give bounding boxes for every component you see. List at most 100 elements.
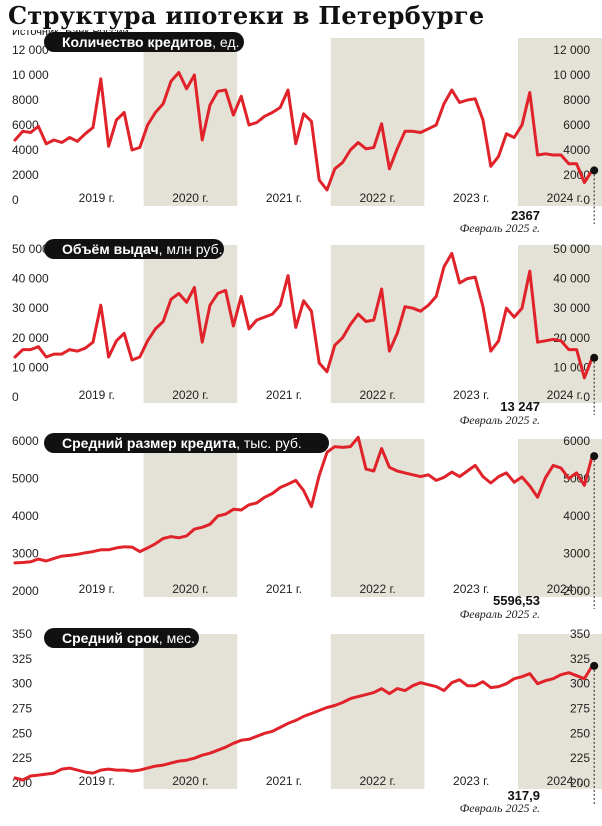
year-band [330,439,425,597]
y-tick-label-left: 325 [12,652,32,666]
last-value-label: 2367 [511,208,540,223]
x-year-label: 2024 г. [547,388,583,402]
y-tick-label-right: 200 [570,776,590,790]
y-tick-label-right: 8000 [563,93,590,107]
year-band [143,439,238,597]
x-year-label: 2022 г. [359,388,395,402]
chart-title: Средний срок, мес. [62,630,195,646]
y-tick-label-left: 6000 [12,118,39,132]
chart-title-pill: Средний срок, мес. [44,628,199,648]
series-line [13,435,594,565]
year-band [330,38,425,206]
y-tick-label-left: 2000 [12,168,39,182]
last-date-label: Февраль 2025 г. [460,221,540,235]
y-tick-label-left: 20 000 [12,331,49,345]
series-line [13,664,594,782]
y-tick-label-right: 250 [570,726,590,740]
x-year-label: 2021 г. [266,582,302,596]
y-tick-label-right: 225 [570,751,590,765]
x-year-label: 2021 г. [266,388,302,402]
x-year-label: 2022 г. [359,582,395,596]
y-tick-label-right: 30 000 [553,301,590,315]
y-tick-label-left: 0 [12,390,19,404]
x-year-label: 2021 г. [266,774,302,788]
y-tick-label-left: 250 [12,726,32,740]
y-tick-label-right: 4000 [563,509,590,523]
y-tick-label-right: 275 [570,702,590,716]
chart-title: Объём выдач, млн руб. [62,241,223,257]
chart-title-pill: Объём выдач, млн руб. [44,239,224,259]
y-tick-label-left: 10 000 [12,360,49,374]
chart-title-text: Средний срок [62,630,160,646]
y-tick-label-left: 2000 [12,584,39,598]
chart-title: Количество кредитов, ед. [62,34,239,50]
y-tick-label-left: 50 000 [12,242,49,256]
y-tick-label-left: 12 000 [12,43,49,57]
chart-loan-volume: 0 0 10 000 10 000 20 000 20 000 30 000 30 000 40… [12,239,602,427]
x-year-label: 2024 г. [547,191,583,205]
pill-background [44,628,199,648]
y-tick-label-left: 5000 [12,472,39,486]
x-year-label: 2020 г. [172,774,208,788]
chart-title-text: Средний размер кредита [62,435,236,451]
y-tick-label-right: 40 000 [553,272,590,286]
x-year-label: 2024 г. [547,774,583,788]
last-value-label: 13 247 [500,399,540,414]
y-tick-label-left: 8000 [12,93,39,107]
x-year-label: 2020 г. [172,191,208,205]
x-year-label: 2022 г. [359,774,395,788]
last-value-marker [590,452,599,461]
y-tick-label-right: 3000 [563,547,590,561]
y-tick-label-left: 40 000 [12,272,49,286]
x-year-label: 2019 г. [79,774,115,788]
y-tick-label-left: 6000 [12,434,39,448]
x-year-label: 2019 г. [79,582,115,596]
y-tick-label-right: 4000 [563,143,590,157]
x-year-label: 2022 г. [359,191,395,205]
chart-title: Средний размер кредита, тыс. руб. [62,435,302,451]
y-tick-label-left: 300 [12,677,32,691]
x-year-label: 2023 г. [453,388,489,402]
chart-title-pill: Количество кредитов, ед. [44,32,244,52]
x-year-label: 2019 г. [79,388,115,402]
y-tick-label-left: 4000 [12,143,39,157]
y-tick-label-right: 20 000 [553,331,590,345]
y-tick-label-left: 30 000 [12,301,49,315]
y-tick-label-left: 275 [12,702,32,716]
chart-unit-text: , мес. [159,630,195,646]
last-value-marker [590,661,599,670]
chart-unit-text: , тыс. руб. [236,435,302,451]
year-band [143,245,238,403]
y-tick-label-right: 10 000 [553,360,590,374]
last-value-marker [590,166,599,175]
year-band [518,439,602,597]
series-line [13,251,594,380]
pill-background [44,433,329,453]
chart-title-text: Количество кредитов [62,34,213,50]
y-tick-label-right: 350 [570,627,590,641]
last-value-marker [590,353,599,362]
x-year-label: 2023 г. [453,582,489,596]
y-tick-label-right: 0 [583,193,590,207]
year-band [330,245,425,403]
y-tick-label-left: 3000 [12,547,39,561]
last-date-label: Февраль 2025 г. [460,607,540,621]
series-line [13,71,594,192]
y-tick-label-right: 12 000 [553,43,590,57]
y-tick-label-left: 4000 [12,509,39,523]
y-tick-label-left: 0 [12,193,19,207]
x-year-label: 2023 г. [453,191,489,205]
year-band [143,634,238,789]
year-band [330,634,425,789]
pill-background [44,239,224,259]
x-year-label: 2023 г. [453,774,489,788]
chart-title-text: Объём выдач [62,241,159,257]
pill-background [44,32,244,52]
page-title: Структура ипотеки в Петербурге [8,1,485,30]
x-year-label: 2024 г. [547,582,583,596]
year-band [143,38,238,206]
y-tick-label-left: 10 000 [12,68,49,82]
